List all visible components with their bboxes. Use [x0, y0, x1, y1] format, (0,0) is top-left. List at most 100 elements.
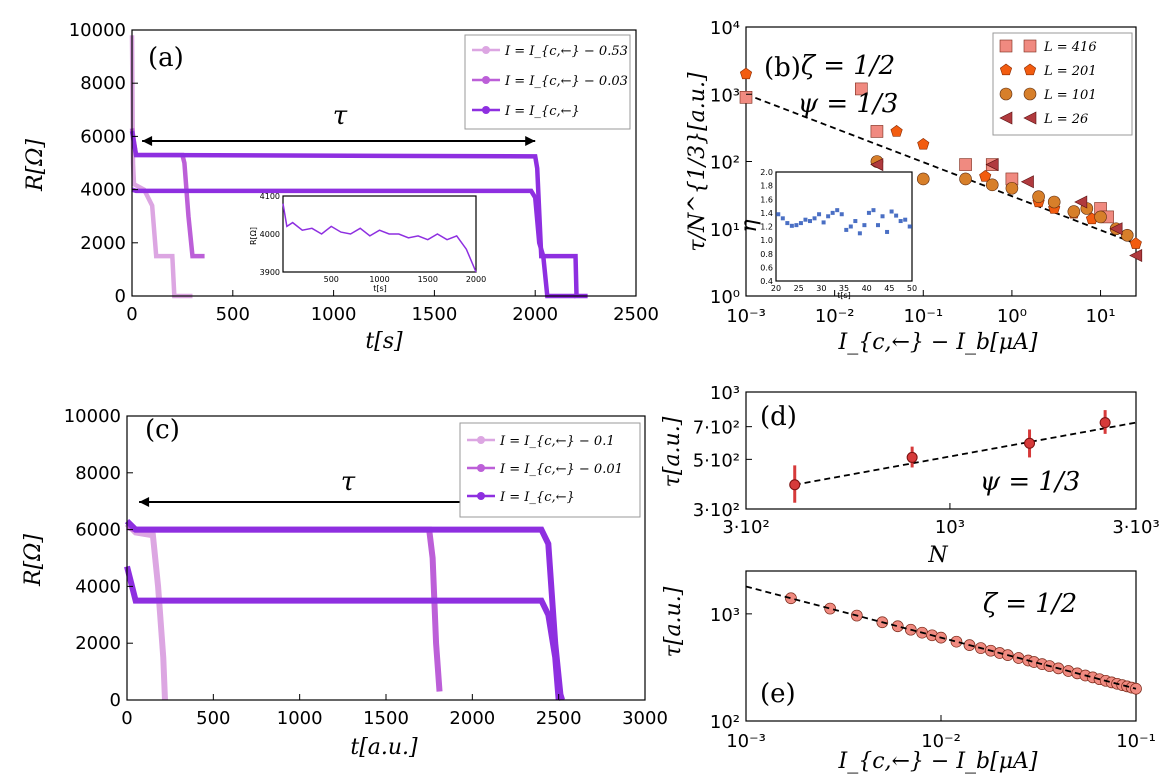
a-series-3: [131, 187, 576, 299]
b-inset-point: [894, 213, 899, 218]
d-plot-frame: [745, 391, 1137, 510]
b-point-s3: [985, 158, 999, 172]
e-plot-frame: [745, 570, 1137, 722]
b-inset-point: [808, 219, 812, 224]
a-series-0: [129, 35, 193, 299]
b-legend-entry: L = 416: [1043, 40, 1097, 55]
b-ytick-label: 10²: [710, 153, 740, 174]
b-xtick-label: 10¹: [1085, 306, 1115, 327]
e-xtick-label: 10⁻²: [921, 731, 961, 752]
c-legend-marker: [477, 436, 485, 444]
d-ytick-label: 7·10²: [693, 418, 740, 439]
b-inset-ytick: 1.8: [760, 182, 773, 191]
b-inset-point: [835, 208, 840, 213]
b-inset-ylabel: η: [737, 219, 762, 232]
a-ytick-label: 8000: [80, 73, 126, 94]
c-legend-marker: [477, 492, 485, 500]
a-xtick-label: 2500: [613, 304, 659, 325]
b-inset-point: [839, 212, 844, 217]
a-ytick-label: 0: [115, 286, 126, 307]
b-legend-marker: [999, 111, 1013, 125]
b-point-s2: [916, 172, 930, 186]
c-legend-box: [459, 422, 641, 518]
b-inset-point: [798, 221, 803, 226]
a-ytick-label: 6000: [80, 126, 126, 147]
c-xtick-label: 500: [196, 708, 230, 729]
a-ytick-label: 10000: [69, 20, 126, 41]
b-inset-ytick: 0.8: [760, 250, 773, 259]
b-inset-frame: [775, 171, 913, 282]
a-ytick-label: 4000: [80, 180, 126, 201]
b-inset-point: [803, 217, 808, 222]
b-point-s0: [739, 91, 753, 104]
b-inset-ytick: 0.4: [760, 277, 773, 286]
b-inset-point: [862, 223, 867, 228]
c-ytick-label: 10000: [64, 406, 121, 427]
a-ytick-label: 2000: [80, 233, 126, 254]
a-inset-ytick: 4000: [260, 230, 280, 239]
b-inset-point: [871, 208, 876, 213]
e-point: [891, 620, 904, 633]
c-ytick-label: 0: [110, 690, 121, 711]
b-inset-ytick: 0.6: [760, 263, 773, 272]
c-legend-entry: I = I_{c,←} − 0.01: [499, 462, 623, 477]
a-xtick-label: 1500: [411, 304, 457, 325]
b-inset-point: [889, 209, 894, 214]
d-point: [789, 479, 801, 491]
b-point-s2: [1067, 205, 1081, 218]
b-point-s2: [1120, 228, 1134, 242]
c-xtick-label: 2000: [449, 708, 495, 729]
b-inset-xtick: 50: [907, 284, 917, 293]
b-inset-point: [853, 219, 858, 224]
b-point-s1: [979, 170, 992, 182]
a-panel-label: (a): [148, 43, 184, 73]
b-legend-marker: [1023, 63, 1037, 76]
b-inset-point: [880, 214, 885, 219]
b-inset-xtick: 45: [884, 284, 894, 293]
c-xlabel: t[a.u.]: [350, 735, 418, 760]
b-inset-xtick: 25: [794, 284, 804, 293]
a-arrow-head-left: [142, 136, 153, 146]
d-fit-line: [794, 421, 1137, 486]
b-legend-marker: [1023, 87, 1037, 101]
b-inset-point: [903, 217, 908, 222]
b-point-s1: [917, 137, 930, 150]
a-inset-ylabel: R[Ω]: [249, 227, 258, 245]
c-xtick-label: 1500: [363, 708, 409, 729]
b-inset-point: [821, 220, 826, 225]
b-inset-ytick: 1.4: [760, 209, 773, 218]
b-legend-marker: [1023, 111, 1037, 125]
d-xlabel: N: [927, 543, 948, 568]
c-legend-entry: I = I_{c,←}: [499, 490, 575, 505]
b-point-s0: [855, 82, 868, 96]
e-ylabel: τ[a.u.]: [661, 586, 686, 657]
b-inset-point: [866, 210, 871, 215]
e-point: [785, 592, 797, 605]
b-point-s2: [959, 172, 972, 186]
a-inset-ytick: 3900: [260, 268, 280, 277]
c-ytick-label: 2000: [75, 633, 121, 654]
e-ytick-label: 10²: [710, 712, 740, 733]
b-point-s2: [1005, 181, 1019, 195]
b-legend-marker: [999, 63, 1013, 76]
b-point-s1: [1129, 237, 1142, 249]
b-legend-marker: [999, 39, 1013, 53]
b-ytick-label: 10⁰: [710, 287, 740, 308]
b-inset-ytick: 1.6: [760, 195, 773, 204]
b-xtick-label: 10⁻¹: [903, 306, 943, 327]
b-point-s0: [959, 158, 972, 171]
a-xtick-label: 500: [216, 304, 250, 325]
b-point-s2: [1094, 210, 1107, 224]
a-xtick-label: 2000: [512, 304, 558, 325]
b-point-s2: [1047, 195, 1061, 209]
a-series-2: [129, 130, 588, 299]
b-inset-point: [876, 223, 880, 228]
a-xlabel: t[s]: [365, 329, 403, 354]
b-point-s1: [890, 125, 903, 137]
b-inset-point: [844, 227, 849, 232]
d-xtick-label: 10³: [935, 517, 965, 538]
b-xtick-label: 10⁰: [997, 306, 1027, 327]
b-inset-point: [826, 214, 831, 219]
a-legend-marker: [482, 76, 490, 84]
